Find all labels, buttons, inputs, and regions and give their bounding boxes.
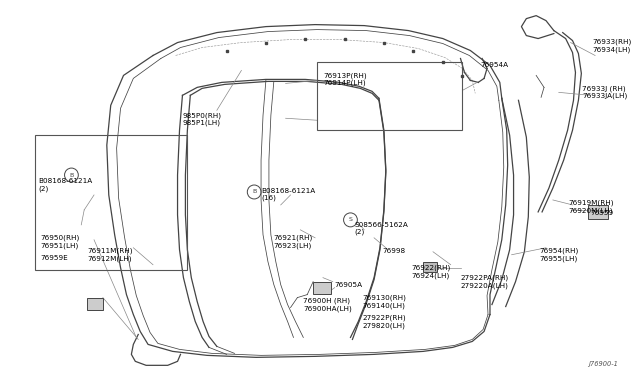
- Text: 76911M(RH)
76912M(LH): 76911M(RH) 76912M(LH): [87, 248, 132, 262]
- Text: 76933(RH)
76934(LH): 76933(RH) 76934(LH): [592, 39, 632, 52]
- Bar: [35, 135, 188, 270]
- Text: 76905A: 76905A: [335, 282, 363, 288]
- Text: 76900H (RH)
76900HA(LH): 76900H (RH) 76900HA(LH): [303, 298, 352, 312]
- Text: 76921(RH)
76923(LH): 76921(RH) 76923(LH): [274, 235, 313, 249]
- Text: B: B: [252, 189, 256, 195]
- Text: 76959E: 76959E: [40, 255, 68, 261]
- Text: 76954(RH)
76955(LH): 76954(RH) 76955(LH): [539, 248, 579, 262]
- Text: 76933J (RH)
76933JA(LH): 76933J (RH) 76933JA(LH): [582, 86, 628, 99]
- Text: B08168-6121A
(2): B08168-6121A (2): [38, 178, 92, 192]
- Text: 76922(RH)
76924(LH): 76922(RH) 76924(LH): [412, 265, 451, 279]
- Text: 76950(RH)
76951(LH): 76950(RH) 76951(LH): [40, 235, 79, 249]
- FancyBboxPatch shape: [87, 298, 103, 310]
- Text: S08566-5162A
(2): S08566-5162A (2): [355, 222, 408, 235]
- Bar: [317, 62, 463, 130]
- Text: B: B: [69, 173, 74, 177]
- Text: 769130(RH)
769140(LH): 769130(RH) 769140(LH): [362, 295, 406, 309]
- Text: B08168-6121A
(16): B08168-6121A (16): [261, 188, 316, 202]
- Text: J76900-1: J76900-1: [588, 361, 618, 367]
- Text: 76919M(RH)
76920M(LH): 76919M(RH) 76920M(LH): [568, 200, 614, 214]
- Text: 76998: 76998: [382, 248, 405, 254]
- FancyBboxPatch shape: [423, 262, 437, 272]
- FancyBboxPatch shape: [313, 282, 331, 294]
- Text: 985P0(RH)
985P1(LH): 985P0(RH) 985P1(LH): [182, 112, 221, 126]
- Text: 27922PA(RH)
279220A(LH): 27922PA(RH) 279220A(LH): [461, 275, 509, 289]
- Text: 76954A: 76954A: [480, 62, 508, 68]
- Text: S: S: [349, 217, 353, 222]
- Text: 76959: 76959: [590, 210, 613, 216]
- FancyBboxPatch shape: [588, 205, 608, 219]
- Text: 76913P(RH)
76914P(LH): 76913P(RH) 76914P(LH): [323, 73, 367, 86]
- Text: 27922P(RH)
279820(LH): 27922P(RH) 279820(LH): [362, 314, 406, 328]
